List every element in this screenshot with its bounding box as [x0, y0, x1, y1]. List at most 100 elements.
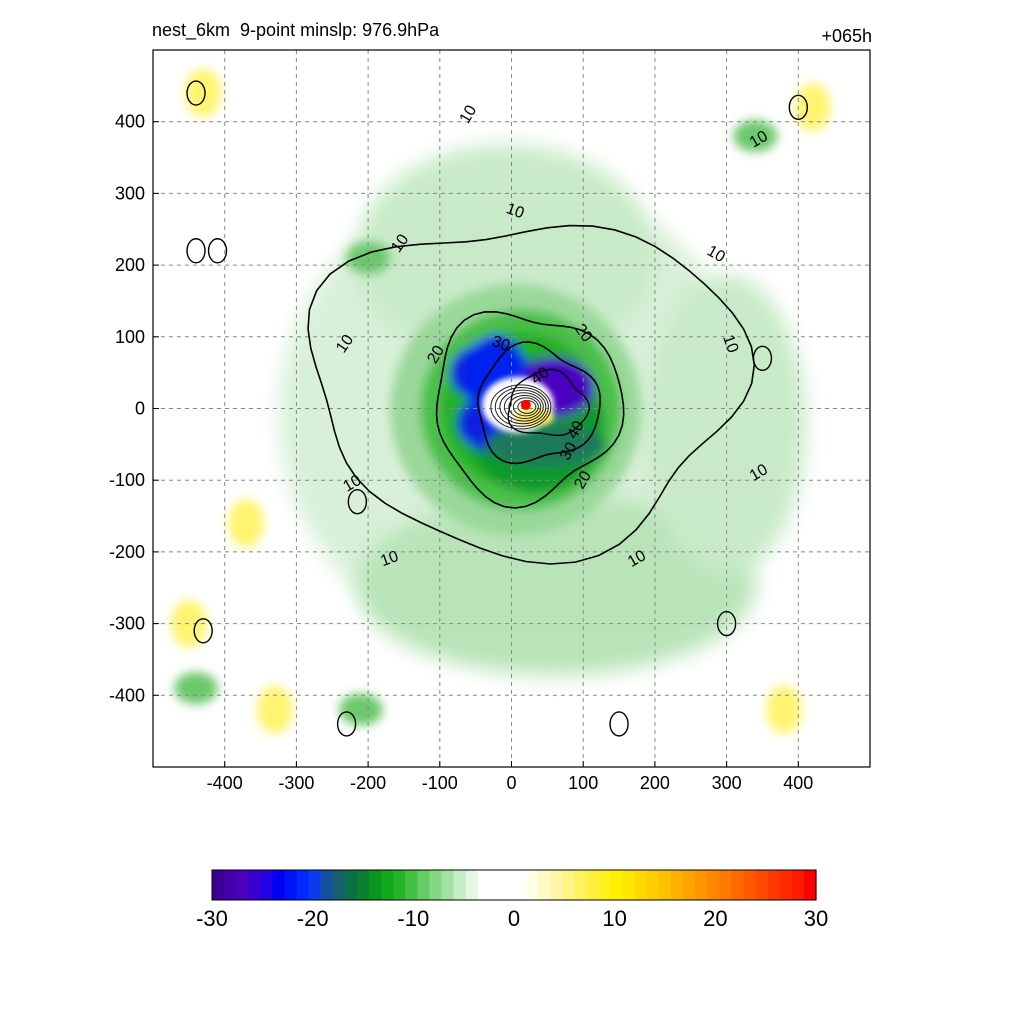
colorbar-swatch	[465, 870, 479, 900]
colorbar-swatch	[501, 870, 515, 900]
colorbar-swatch	[477, 870, 491, 900]
colorbar-swatch	[743, 870, 757, 900]
colorbar-swatch	[429, 870, 443, 900]
colorbar-swatch	[562, 870, 575, 900]
y-tick-label: -300	[109, 614, 145, 634]
colorbar-tick-label: -10	[397, 906, 429, 931]
isolated-contour	[752, 345, 773, 372]
eye-contour	[512, 397, 539, 417]
colorbar-tick-label: -20	[297, 906, 329, 931]
colorbar-tick-label: 20	[703, 906, 727, 931]
y-tick-label: 100	[115, 327, 145, 347]
isolated-contour	[609, 711, 629, 737]
isolated-contour	[207, 238, 228, 264]
x-tick-label: -200	[350, 773, 386, 793]
field-band	[645, 274, 806, 575]
colorbar-swatch	[731, 870, 745, 900]
colorbar-swatch	[646, 870, 660, 900]
negative-spot	[338, 693, 383, 726]
colorbar-swatch	[405, 870, 418, 900]
x-tick-label: 300	[712, 773, 742, 793]
isolated-contour	[336, 711, 357, 737]
colorbar-swatch	[320, 870, 334, 900]
y-tick-label: -100	[109, 470, 145, 490]
y-tick-label: 400	[115, 112, 145, 132]
colorbar-swatch	[683, 870, 696, 900]
y-tick-label: 200	[115, 255, 145, 275]
colorbar-swatch	[381, 870, 394, 900]
contour-label: 10	[378, 548, 401, 570]
colorbar-swatch	[272, 870, 286, 900]
eye-contour	[494, 387, 549, 427]
contour-label: 10	[340, 472, 364, 496]
positive-spot	[794, 83, 831, 132]
contour-label: 10	[704, 243, 728, 267]
x-tick-label: 200	[640, 773, 670, 793]
colorbar-swatch	[332, 870, 346, 900]
colorbar-swatch	[308, 870, 322, 900]
y-tick-label: -400	[109, 685, 145, 705]
colorbar-swatch	[707, 870, 720, 900]
colorbar-tick-label: -30	[196, 906, 228, 931]
x-tick-label: -400	[207, 773, 243, 793]
colorbar-tick-label: 0	[508, 906, 520, 931]
positive-spot	[256, 685, 293, 734]
y-axis: -400 -300 -200 -100 0 100 200 300 400	[109, 112, 159, 705]
contour-label: 10	[625, 547, 649, 571]
colorbar-swatch	[719, 870, 733, 900]
isolated-contour	[186, 80, 206, 106]
contour-label: 10	[457, 102, 481, 126]
colorbar-swatch	[441, 870, 455, 900]
colorbar-swatch	[779, 870, 793, 900]
contour-label: 10	[719, 333, 741, 356]
colorbar-swatch	[622, 870, 636, 900]
colorbar-swatch	[767, 870, 781, 900]
contour-ring	[435, 311, 625, 509]
colorbar-swatch	[755, 870, 769, 900]
colorbar-swatch	[791, 870, 805, 900]
eye-contour	[503, 392, 544, 422]
colorbar-swatch	[453, 870, 467, 900]
colorbar-swatch	[260, 870, 273, 900]
y-tick-label: 0	[135, 399, 145, 419]
colorbar-swatch	[586, 870, 600, 900]
colorbar-swatch	[634, 870, 648, 900]
isolated-contour	[788, 94, 808, 121]
x-tick-label: 0	[506, 773, 516, 793]
colorbar-swatch	[296, 870, 310, 900]
colorbar: -30 -20 -10 0 10 20 30	[196, 869, 828, 931]
colorbar-swatch	[369, 870, 382, 900]
contour-label: 10	[747, 128, 771, 152]
colorbar-swatch	[526, 870, 539, 900]
x-tick-label: 400	[783, 773, 813, 793]
y-tick-label: -200	[109, 542, 145, 562]
colorbar-swatch	[417, 870, 431, 900]
chart-title: nest_6km 9-point minslp: 976.9hPa	[152, 20, 440, 40]
eye-contour	[499, 389, 547, 425]
shaded-field	[170, 69, 831, 734]
forecast-hour-label: +065h	[821, 26, 872, 46]
colorbar-tick-label: 30	[804, 906, 828, 931]
colorbar-swatch	[574, 870, 588, 900]
colorbar-swatch	[538, 870, 551, 900]
contour-label: 10	[747, 461, 771, 485]
negative-spot	[174, 672, 219, 705]
colorbar-swatch	[671, 870, 684, 900]
colorbar-swatch	[248, 870, 261, 900]
x-tick-label: -100	[422, 773, 458, 793]
colorbar-swatch	[356, 870, 370, 900]
positive-spot	[228, 499, 265, 548]
negative-spot	[733, 120, 778, 153]
colorbar-swatch	[393, 870, 406, 900]
colorbar-border	[211, 869, 817, 901]
x-tick-label: 100	[568, 773, 598, 793]
colorbar-swatch	[610, 870, 624, 900]
x-axis: -400 -300 -200 -100 0 100 200 300 400	[207, 761, 813, 793]
contour-label: 40	[564, 418, 588, 442]
eye-contour	[508, 394, 542, 420]
eye-contour	[490, 384, 552, 430]
colorbar-swatch	[284, 870, 298, 900]
isolated-contour	[716, 610, 737, 637]
colorbar-swatch	[695, 870, 708, 900]
